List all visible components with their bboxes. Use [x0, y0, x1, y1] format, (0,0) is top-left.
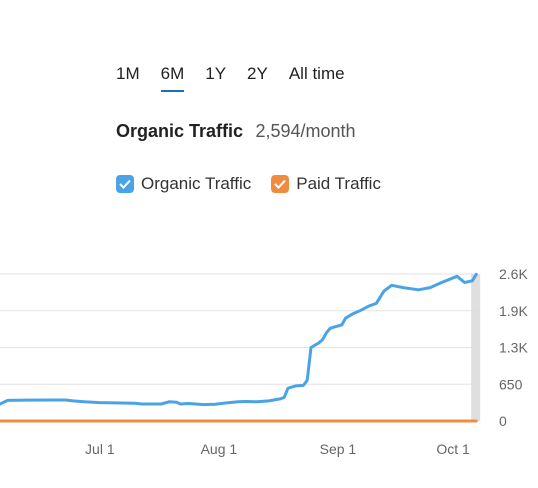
metric-value: 2,594/month	[255, 121, 356, 141]
x-tick-label: Jul 1	[85, 441, 115, 457]
legend-organic-traffic[interactable]: Organic Traffic	[116, 174, 251, 194]
time-range-tabs: 1M 6M 1Y 2Y All time	[116, 64, 366, 92]
legend-label: Paid Traffic	[296, 174, 381, 193]
legend-label: Organic Traffic	[141, 174, 252, 193]
tab-2y[interactable]: 2Y	[247, 64, 268, 83]
y-tick-label: 1.3K	[499, 340, 528, 356]
tab-1m[interactable]: 1M	[116, 64, 140, 83]
traffic-headline: Organic Traffic 2,594/month	[116, 121, 356, 142]
organic-traffic-line	[0, 272, 478, 407]
checkbox-checked-icon[interactable]	[116, 175, 134, 193]
x-tick-label: Sep 1	[320, 441, 357, 457]
tab-1y[interactable]: 1Y	[205, 64, 227, 83]
y-tick-label: 0	[499, 413, 507, 429]
metric-title: Organic Traffic	[116, 121, 244, 141]
tab-all-time[interactable]: All time	[288, 64, 345, 83]
x-tick-label: Aug 1	[201, 441, 238, 457]
checkbox-checked-icon[interactable]	[271, 175, 290, 193]
chart-legend: Organic Traffic Paid Traffic	[116, 174, 401, 194]
hover-highlight-bar	[471, 274, 481, 421]
x-tick-label: Oct 1	[436, 441, 470, 457]
y-tick-label: 650	[499, 376, 523, 392]
tab-6m[interactable]: 6M	[160, 64, 185, 92]
y-tick-label: 1.9K	[499, 303, 528, 319]
y-tick-label: 2.6K	[499, 266, 528, 282]
legend-paid-traffic[interactable]: Paid Traffic	[271, 174, 381, 194]
